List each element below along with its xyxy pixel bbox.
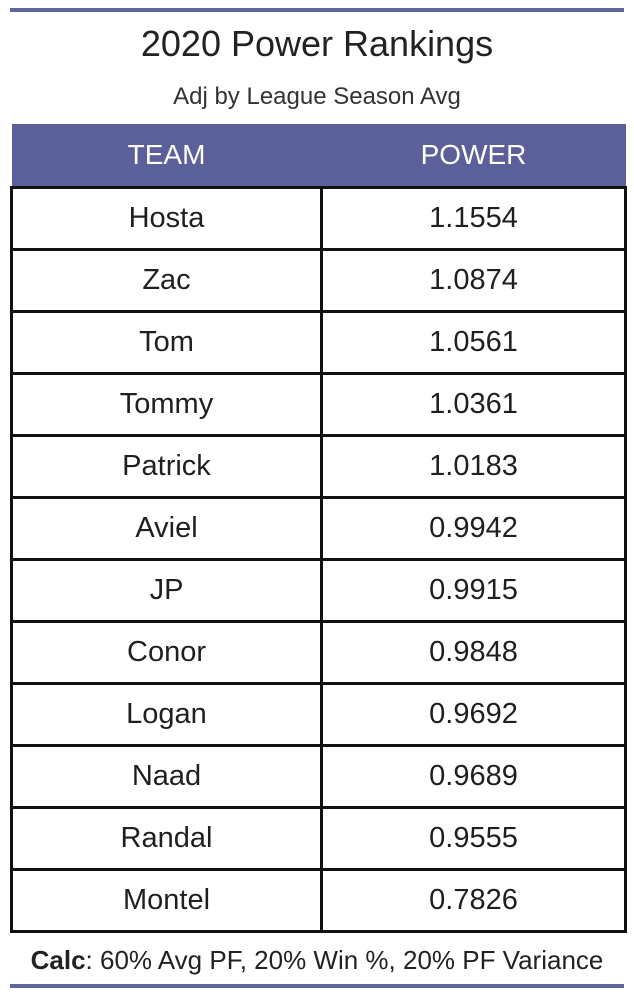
rankings-table: TEAM POWER Hosta 1.1554 Zac 1.0874 Tom 1.0561… [10, 124, 627, 933]
power-cell: 0.9692 [320, 682, 627, 747]
calc-text: : 60% Avg PF, 20% Win %, 20% PF Variance [85, 945, 604, 975]
table-row: Aviel 0.9942 [10, 496, 627, 561]
team-cell: Montel [10, 868, 323, 933]
power-cell: 0.9915 [320, 558, 627, 623]
team-cell: Randal [10, 806, 323, 871]
power-cell: 1.0874 [320, 248, 627, 313]
table-row: Zac 1.0874 [10, 248, 627, 313]
calc-footnote: Calc: 60% Avg PF, 20% Win %, 20% PF Vari… [0, 940, 634, 980]
table-row: JP 0.9915 [10, 558, 627, 623]
team-cell: Tommy [10, 372, 323, 437]
power-cell: 1.0183 [320, 434, 627, 499]
table-row: Patrick 1.0183 [10, 434, 627, 499]
power-cell: 1.0561 [320, 310, 627, 375]
team-cell: JP [10, 558, 323, 623]
bottom-rule [10, 984, 624, 988]
power-cell: 0.9555 [320, 806, 627, 871]
team-cell: Patrick [10, 434, 323, 499]
power-cell: 0.9942 [320, 496, 627, 561]
header-row: TEAM POWER [11, 124, 626, 189]
team-cell: Conor [10, 620, 323, 685]
page-title: 2020 Power Rankings [140, 23, 494, 64]
calc-label: Calc [30, 945, 86, 975]
column-header-power: POWER [321, 124, 626, 189]
team-cell: Naad [10, 744, 323, 809]
column-header-team: TEAM [11, 124, 322, 189]
power-cell: 0.9848 [320, 620, 627, 685]
team-cell: Logan [10, 682, 323, 747]
team-cell: Hosta [10, 186, 323, 251]
team-cell: Aviel [10, 496, 323, 561]
table-row: Tommy 1.0361 [10, 372, 627, 437]
team-cell: Tom [10, 310, 323, 375]
power-cell: 0.9689 [320, 744, 627, 809]
page-subtitle: Adj by League Season Avg [173, 83, 461, 110]
table-row: Logan 0.9692 [10, 682, 627, 747]
team-cell: Zac [10, 248, 323, 313]
table-row: Tom 1.0561 [10, 310, 627, 375]
top-rule [10, 8, 624, 12]
table-header: TEAM POWER [11, 124, 626, 189]
table-row: Montel 0.7826 [10, 868, 627, 933]
table-row: Hosta 1.1554 [10, 186, 627, 251]
power-cell: 1.1554 [320, 186, 627, 251]
table-body: Hosta 1.1554 Zac 1.0874 Tom 1.0561 Tommy 1.0361… [10, 186, 627, 933]
table-row: Randal 0.9555 [10, 806, 627, 871]
power-cell: 1.0361 [320, 372, 627, 437]
table-row: Naad 0.9689 [10, 744, 627, 809]
table-row: Conor 0.9848 [10, 620, 627, 685]
power-cell: 0.7826 [320, 868, 627, 933]
